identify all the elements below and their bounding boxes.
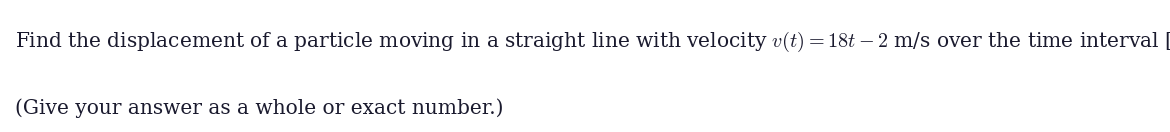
Text: Find the displacement of a particle moving in a straight line with velocity $v(t: Find the displacement of a particle movi… [15, 30, 1170, 54]
Text: (Give your answer as a whole or exact number.): (Give your answer as a whole or exact nu… [15, 98, 504, 118]
